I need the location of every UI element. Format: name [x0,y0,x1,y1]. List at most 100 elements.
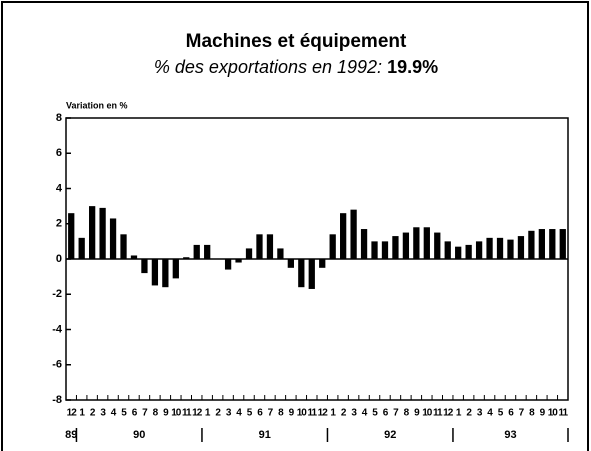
x-tick-label: 9 [540,408,546,419]
x-tick-label: 2 [90,408,96,419]
x-tick-label: 9 [414,408,420,419]
y-tick-label: 6 [56,147,62,159]
bar [538,229,545,259]
x-tick-label: 3 [351,408,357,419]
x-tick-label: 1 [205,408,211,419]
bar [78,237,85,259]
bar [308,259,315,289]
bar [486,237,493,259]
x-tick-label: 3 [100,408,106,419]
x-tick-label: 11 [307,408,317,419]
x-tick-label: 1 [330,408,336,419]
bar [444,241,451,259]
x-tick-label: 8 [404,408,410,419]
bar [277,248,284,259]
x-tick-label: 8 [153,408,159,419]
bar [360,229,368,259]
x-tick-label: 4 [487,408,493,419]
bar [193,244,200,259]
x-tick-label: 9 [163,408,169,419]
bar [109,218,117,259]
year-label: 93 [504,429,516,441]
y-tick-label: 8 [56,112,62,124]
x-tick-label: 12 [67,408,78,419]
y-tick-label: 0 [56,253,62,265]
x-tick-label: 10 [548,408,559,419]
bar [266,234,274,259]
y-tick-label: -6 [52,359,62,371]
bar [517,236,525,259]
x-tick-label: 5 [372,408,378,419]
bar [151,259,159,286]
bar [141,259,148,274]
bar [559,229,566,259]
bar [298,259,305,288]
bar [507,239,514,259]
bar [130,255,138,259]
x-tick-label: 6 [383,408,389,419]
bar [99,207,106,259]
x-tick-label: 1 [79,408,85,419]
x-tick-label: 5 [121,408,127,419]
x-tick-label: 2 [466,408,472,419]
chart-title: Machines et équipement [186,31,407,52]
y-axis-label: Variation en % [66,100,128,110]
year-label: 91 [259,429,271,441]
x-tick-label: 1 [456,408,462,419]
bar [162,259,169,288]
y-tick-label: 2 [56,218,62,230]
x-tick-label: 12 [318,408,329,419]
x-tick-label: 9 [289,408,295,419]
bar [423,227,430,259]
x-tick-label: 10 [171,408,182,419]
bar [319,259,326,268]
bar [455,246,462,259]
x-tick-label: 12 [443,408,454,419]
bar [371,241,378,259]
x-tick-label: 11 [558,408,568,419]
x-tick-label: 2 [215,408,221,419]
bar [465,244,472,259]
bar [381,241,389,259]
bar [172,259,179,279]
bar [340,213,347,259]
y-tick-label: 4 [56,182,63,194]
year-label: 90 [133,429,145,441]
bar [528,230,535,259]
bar [434,232,441,259]
bar [224,259,232,270]
x-tick-label: 4 [111,408,117,419]
x-tick-label: 8 [529,408,535,419]
bar [235,259,242,263]
bar [183,257,190,259]
x-tick-label: 5 [498,408,504,419]
x-tick-label: 11 [182,408,192,419]
x-tick-label: 7 [268,408,274,419]
x-tick-label: 7 [519,408,525,419]
x-tick-label: 10 [422,408,433,419]
x-tick-label: 5 [247,408,253,419]
x-tick-label: 8 [278,408,284,419]
bar [350,209,357,259]
y-tick-label: -4 [52,323,63,335]
x-tick-label: 6 [132,408,138,419]
year-label: 89 [65,429,77,441]
x-tick-label: 4 [236,408,242,419]
x-tick-label: 3 [226,408,232,419]
bar [392,236,399,259]
year-label: 92 [384,429,396,441]
x-tick-label: 7 [142,408,148,419]
y-tick-label: -2 [52,288,62,300]
bar [413,227,420,259]
subtitle-text: % des exportations en 1992: [154,57,382,77]
y-tick-label: -8 [52,394,62,406]
bar [204,244,211,259]
subtitle-value: 19.9% [387,57,438,77]
x-tick-label: 6 [257,408,263,419]
x-tick-label: 3 [477,408,483,419]
x-tick-label: 12 [192,408,203,419]
x-tick-label: 10 [297,408,308,419]
x-tick-label: 2 [341,408,347,419]
